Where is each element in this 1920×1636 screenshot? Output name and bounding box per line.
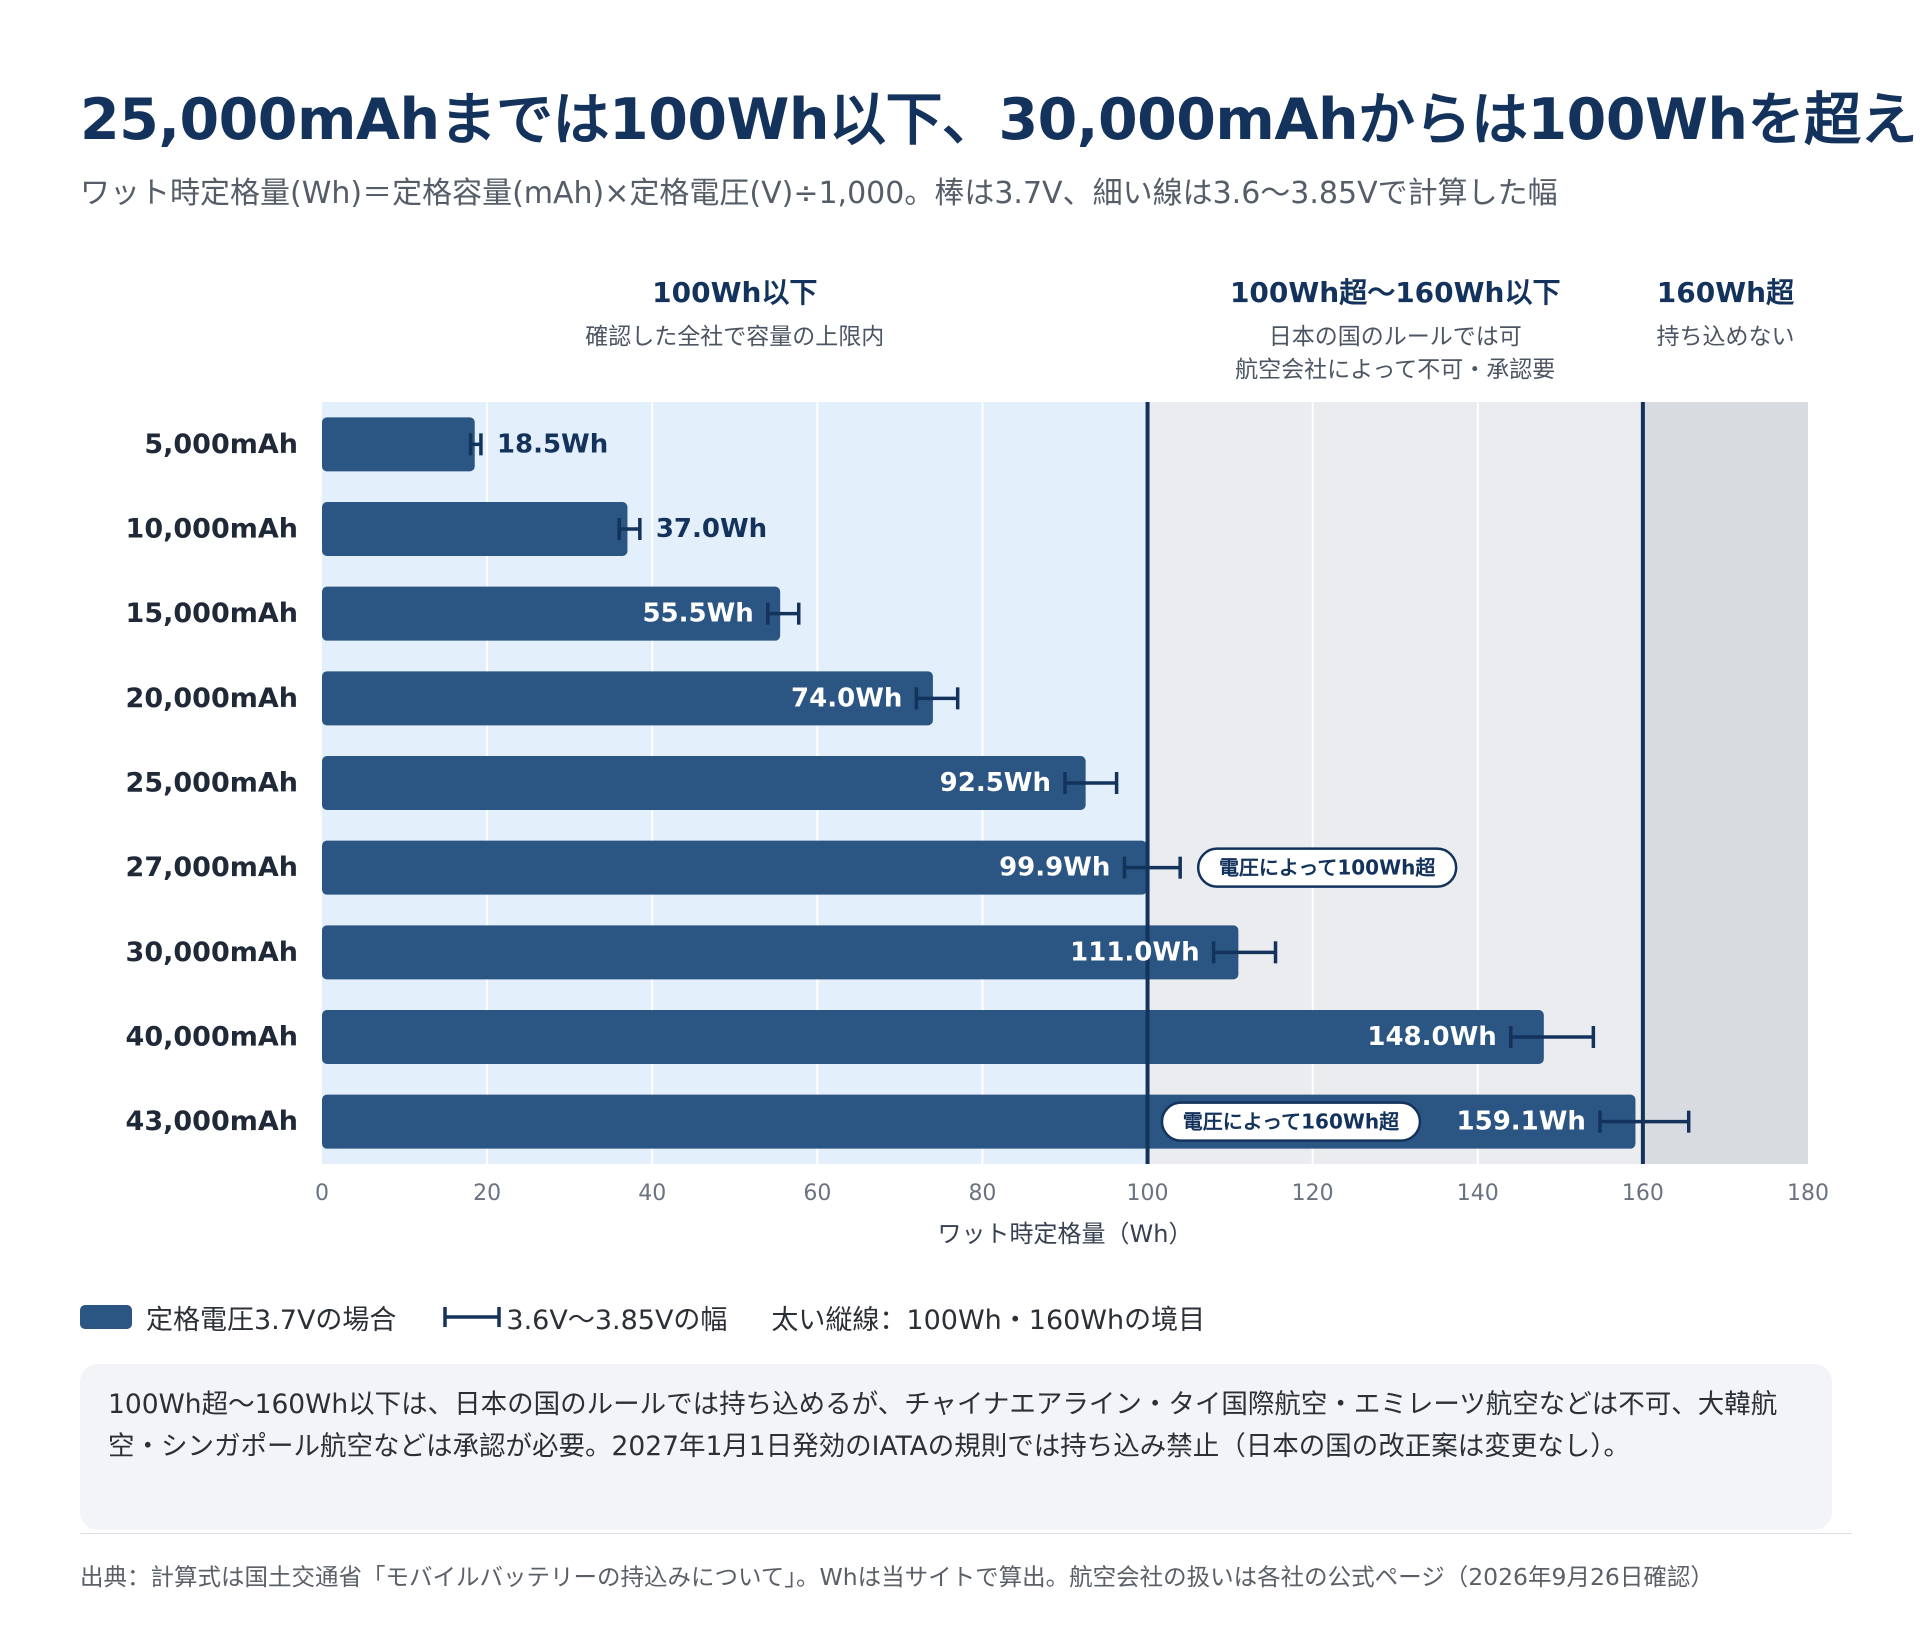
zone-subtitle: 航空会社によって不可・承認要 [1235, 357, 1555, 383]
zone-subtitle: 持ち込めない [1656, 324, 1794, 350]
category-label: 5,000mAh [144, 429, 298, 460]
source-note: 出典：計算式は国土交通省「モバイルバッテリーの持込みについて」。Whは当サイトで… [80, 1563, 1714, 1591]
value-label: 148.0Wh [1367, 1022, 1496, 1052]
legend-error-bar-icon [443, 1307, 502, 1327]
value-label: 37.0Wh [656, 514, 767, 544]
zone-background-2 [1642, 402, 1808, 1164]
x-tick-label: 40 [638, 1181, 666, 1206]
note-box: 100Wh超〜160Wh以下は、日本の国のルールでは持ち込めるが、チャイナエアラ… [80, 1364, 1832, 1530]
bar [322, 1010, 1544, 1064]
legend: 定格電圧3.7Vの場合 3.6V〜3.85Vの幅 太い縦線：100Wh・160W… [80, 1296, 1205, 1338]
bar [322, 671, 933, 726]
category-label: 27,000mAh [126, 852, 298, 883]
category-label: 15,000mAh [126, 598, 298, 629]
category-label: 10,000mAh [126, 514, 298, 545]
category-label: 25,000mAh [126, 768, 298, 799]
bar [322, 417, 475, 472]
value-label: 92.5Wh [940, 768, 1051, 798]
callout-pill [1160, 1101, 1422, 1142]
category-label: 43,000mAh [126, 1106, 298, 1137]
legend-error-label: 3.6V〜3.85Vの幅 [506, 1304, 728, 1336]
zone-title: 100Wh以下 [652, 276, 817, 309]
value-label: 111.0Wh [1070, 937, 1199, 967]
bar [322, 502, 628, 556]
x-tick-label: 20 [473, 1181, 501, 1206]
x-tick-label: 80 [968, 1181, 996, 1206]
value-label: 74.0Wh [791, 683, 902, 713]
x-tick-label: 140 [1457, 1181, 1499, 1206]
bar [322, 586, 781, 641]
x-tick-label: 60 [803, 1181, 831, 1206]
legend-lines-label: 太い縦線：100Wh・160Whの境目 [771, 1304, 1206, 1336]
chart-area: 100Wh以下確認した全社で容量の上限内 100Wh超〜160Wh以下日本の国のル… [0, 250, 1920, 1270]
callout-pill [1196, 847, 1458, 888]
value-label: 99.9Wh [999, 853, 1110, 883]
value-label: 55.5Wh [642, 599, 753, 629]
category-label: 40,000mAh [126, 1022, 298, 1053]
zone-subtitle: 確認した全社で容量の上限内 [585, 324, 884, 350]
x-axis-label: ワット時定格量（Wh） [938, 1220, 1193, 1248]
bar [322, 840, 1147, 895]
bar [322, 1094, 1636, 1149]
category-label: 20,000mAh [126, 683, 298, 714]
x-tick-label: 120 [1292, 1181, 1334, 1206]
zone-subtitle: 日本の国のルールでは可 [1269, 324, 1522, 350]
callout-text: 電圧によって160Wh超 [1183, 1110, 1400, 1134]
x-tick-label: 160 [1622, 1181, 1664, 1206]
category-label: 30,000mAh [126, 937, 298, 968]
zone-title: 100Wh超〜160Wh以下 [1230, 276, 1561, 309]
bar [322, 925, 1239, 980]
x-tick-label: 180 [1787, 1181, 1829, 1206]
divider [80, 1533, 1852, 1534]
legend-bar-label: 定格電圧3.7Vの場合 [146, 1304, 397, 1336]
bar [322, 756, 1086, 810]
value-label: 18.5Wh [497, 429, 608, 459]
callout-text: 電圧によって100Wh超 [1219, 856, 1436, 880]
x-tick-label: 0 [315, 1181, 329, 1206]
chart-subtitle: ワット時定格量(Wh)＝定格容量(mAh)×定格電圧(V)÷1,000。棒は3.… [80, 176, 1558, 211]
zone-title: 160Wh超 [1657, 276, 1795, 309]
chart-title: 25,000mAhまでは100Wh以下、30,000mAhからは100Whを超え… [80, 87, 1920, 153]
x-tick-label: 100 [1127, 1181, 1169, 1206]
value-label: 159.1Wh [1457, 1107, 1586, 1137]
legend-bar-swatch [80, 1305, 132, 1329]
